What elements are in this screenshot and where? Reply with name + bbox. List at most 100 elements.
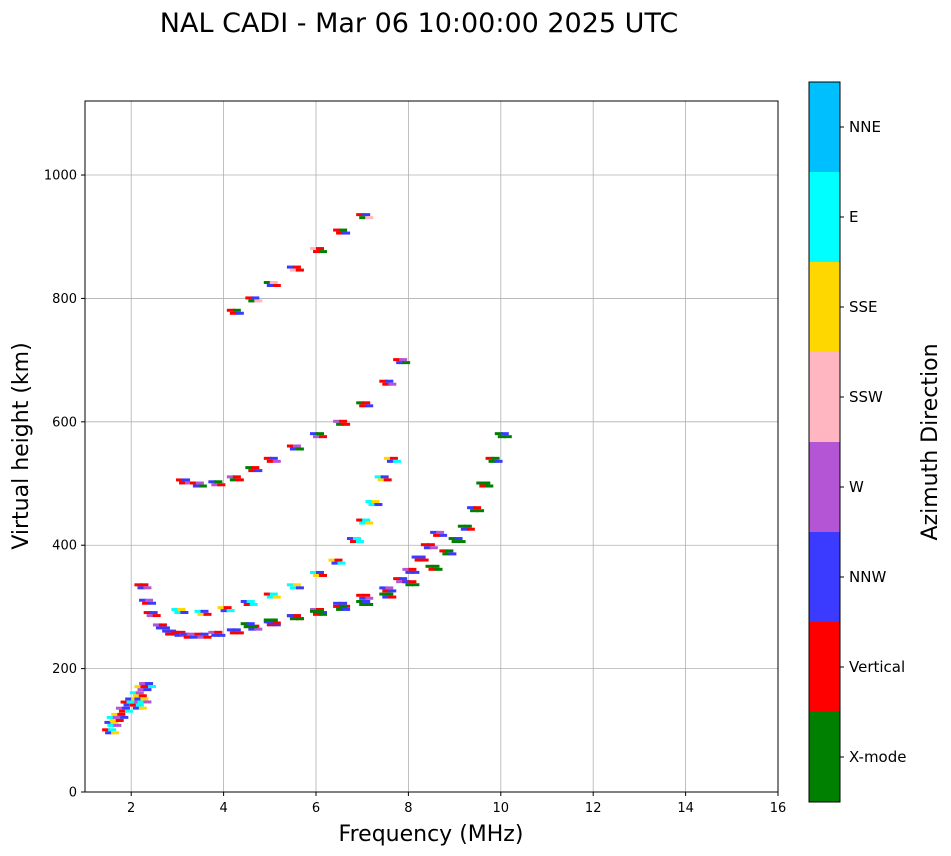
echo-point xyxy=(254,627,263,631)
colorbar-segment xyxy=(809,442,840,532)
echo-point xyxy=(399,358,408,362)
echo-point xyxy=(272,623,281,627)
echo-point xyxy=(310,570,318,574)
colorbar-segment xyxy=(809,82,840,172)
y-tick-label: 800 xyxy=(52,292,77,307)
echo-point xyxy=(246,622,255,626)
colorbar-tick-label: W xyxy=(849,478,864,496)
colorbar-segment xyxy=(809,262,840,352)
colorbar-tick-label: SSE xyxy=(849,298,878,316)
echo-point xyxy=(251,296,260,300)
echo-point xyxy=(393,577,402,581)
echo-point xyxy=(439,549,448,553)
echo-point xyxy=(433,533,442,537)
echo-point xyxy=(386,459,395,463)
echo-point xyxy=(342,231,351,235)
y-tick-label: 600 xyxy=(52,415,77,430)
echo-point xyxy=(402,567,411,571)
echo-point xyxy=(388,595,397,599)
echo-point xyxy=(445,549,454,553)
echo-point xyxy=(248,627,257,631)
echo-point xyxy=(269,456,278,460)
x-axis-label: Frequency (MHz) xyxy=(339,822,524,847)
x-tick-label: 12 xyxy=(585,801,602,816)
echo-point xyxy=(135,703,144,707)
echo-point xyxy=(286,444,295,448)
colorbar-label: Azimuth Direction xyxy=(918,343,943,540)
echo-point xyxy=(263,456,272,460)
echo-point xyxy=(336,607,345,611)
echo-point xyxy=(186,632,195,636)
echo-point xyxy=(248,299,257,303)
echo-point xyxy=(380,475,389,479)
echo-point xyxy=(313,250,321,254)
echo-point xyxy=(408,580,417,584)
echo-point xyxy=(235,631,244,635)
echo-point xyxy=(313,612,321,616)
echo-point xyxy=(385,586,394,590)
echo-point xyxy=(113,723,122,727)
echo-point xyxy=(266,595,275,599)
echo-point xyxy=(235,311,244,315)
echo-point xyxy=(179,481,188,485)
echo-point xyxy=(214,480,223,484)
echo-point xyxy=(152,623,161,627)
echo-point xyxy=(476,481,485,485)
echo-point xyxy=(389,456,398,460)
echo-point xyxy=(266,284,275,288)
echo-point xyxy=(174,610,183,614)
echo-point xyxy=(491,456,500,460)
echo-point xyxy=(337,561,346,565)
echo-point xyxy=(120,700,129,704)
echo-point xyxy=(200,632,209,636)
echo-point xyxy=(148,601,157,605)
echo-point xyxy=(246,599,255,603)
echo-point xyxy=(368,503,377,507)
echo-point xyxy=(143,688,152,692)
echo-point xyxy=(138,694,147,698)
echo-point xyxy=(494,432,503,436)
echo-point xyxy=(142,601,151,605)
echo-point xyxy=(183,635,192,639)
echo-point xyxy=(365,500,374,504)
echo-point xyxy=(436,530,445,534)
echo-point xyxy=(355,540,364,544)
colorbar-tick-label: NNW xyxy=(849,568,886,586)
echo-point xyxy=(365,404,374,408)
echo-point xyxy=(110,720,119,724)
echo-point xyxy=(139,598,148,602)
echo-point xyxy=(292,614,301,618)
echo-point xyxy=(115,706,124,710)
echo-point xyxy=(442,552,451,556)
echo-point xyxy=(402,361,411,365)
echo-point xyxy=(352,537,361,541)
echo-point xyxy=(463,524,472,528)
echo-point xyxy=(138,706,147,710)
echo-point xyxy=(396,361,405,365)
echo-point xyxy=(342,607,351,611)
echo-point xyxy=(342,422,351,426)
echo-point xyxy=(339,601,348,605)
echo-point xyxy=(310,607,318,611)
echo-point xyxy=(476,509,485,513)
echo-point xyxy=(382,589,391,593)
echo-point xyxy=(162,629,171,633)
echo-point xyxy=(185,481,194,485)
echo-point xyxy=(226,475,235,479)
echo-point xyxy=(289,617,298,621)
echo-point xyxy=(428,567,437,571)
echo-point xyxy=(333,228,342,232)
echo-point xyxy=(104,720,113,724)
echo-point xyxy=(137,700,146,704)
echo-point xyxy=(503,435,512,439)
echo-point xyxy=(229,631,238,635)
x-tick-label: 4 xyxy=(219,801,227,816)
echo-point xyxy=(333,601,342,605)
echo-point xyxy=(310,609,318,613)
echo-point xyxy=(333,419,342,423)
echo-point xyxy=(292,265,301,269)
echo-point xyxy=(177,607,186,611)
echo-point xyxy=(457,540,466,544)
echo-point xyxy=(396,580,405,584)
